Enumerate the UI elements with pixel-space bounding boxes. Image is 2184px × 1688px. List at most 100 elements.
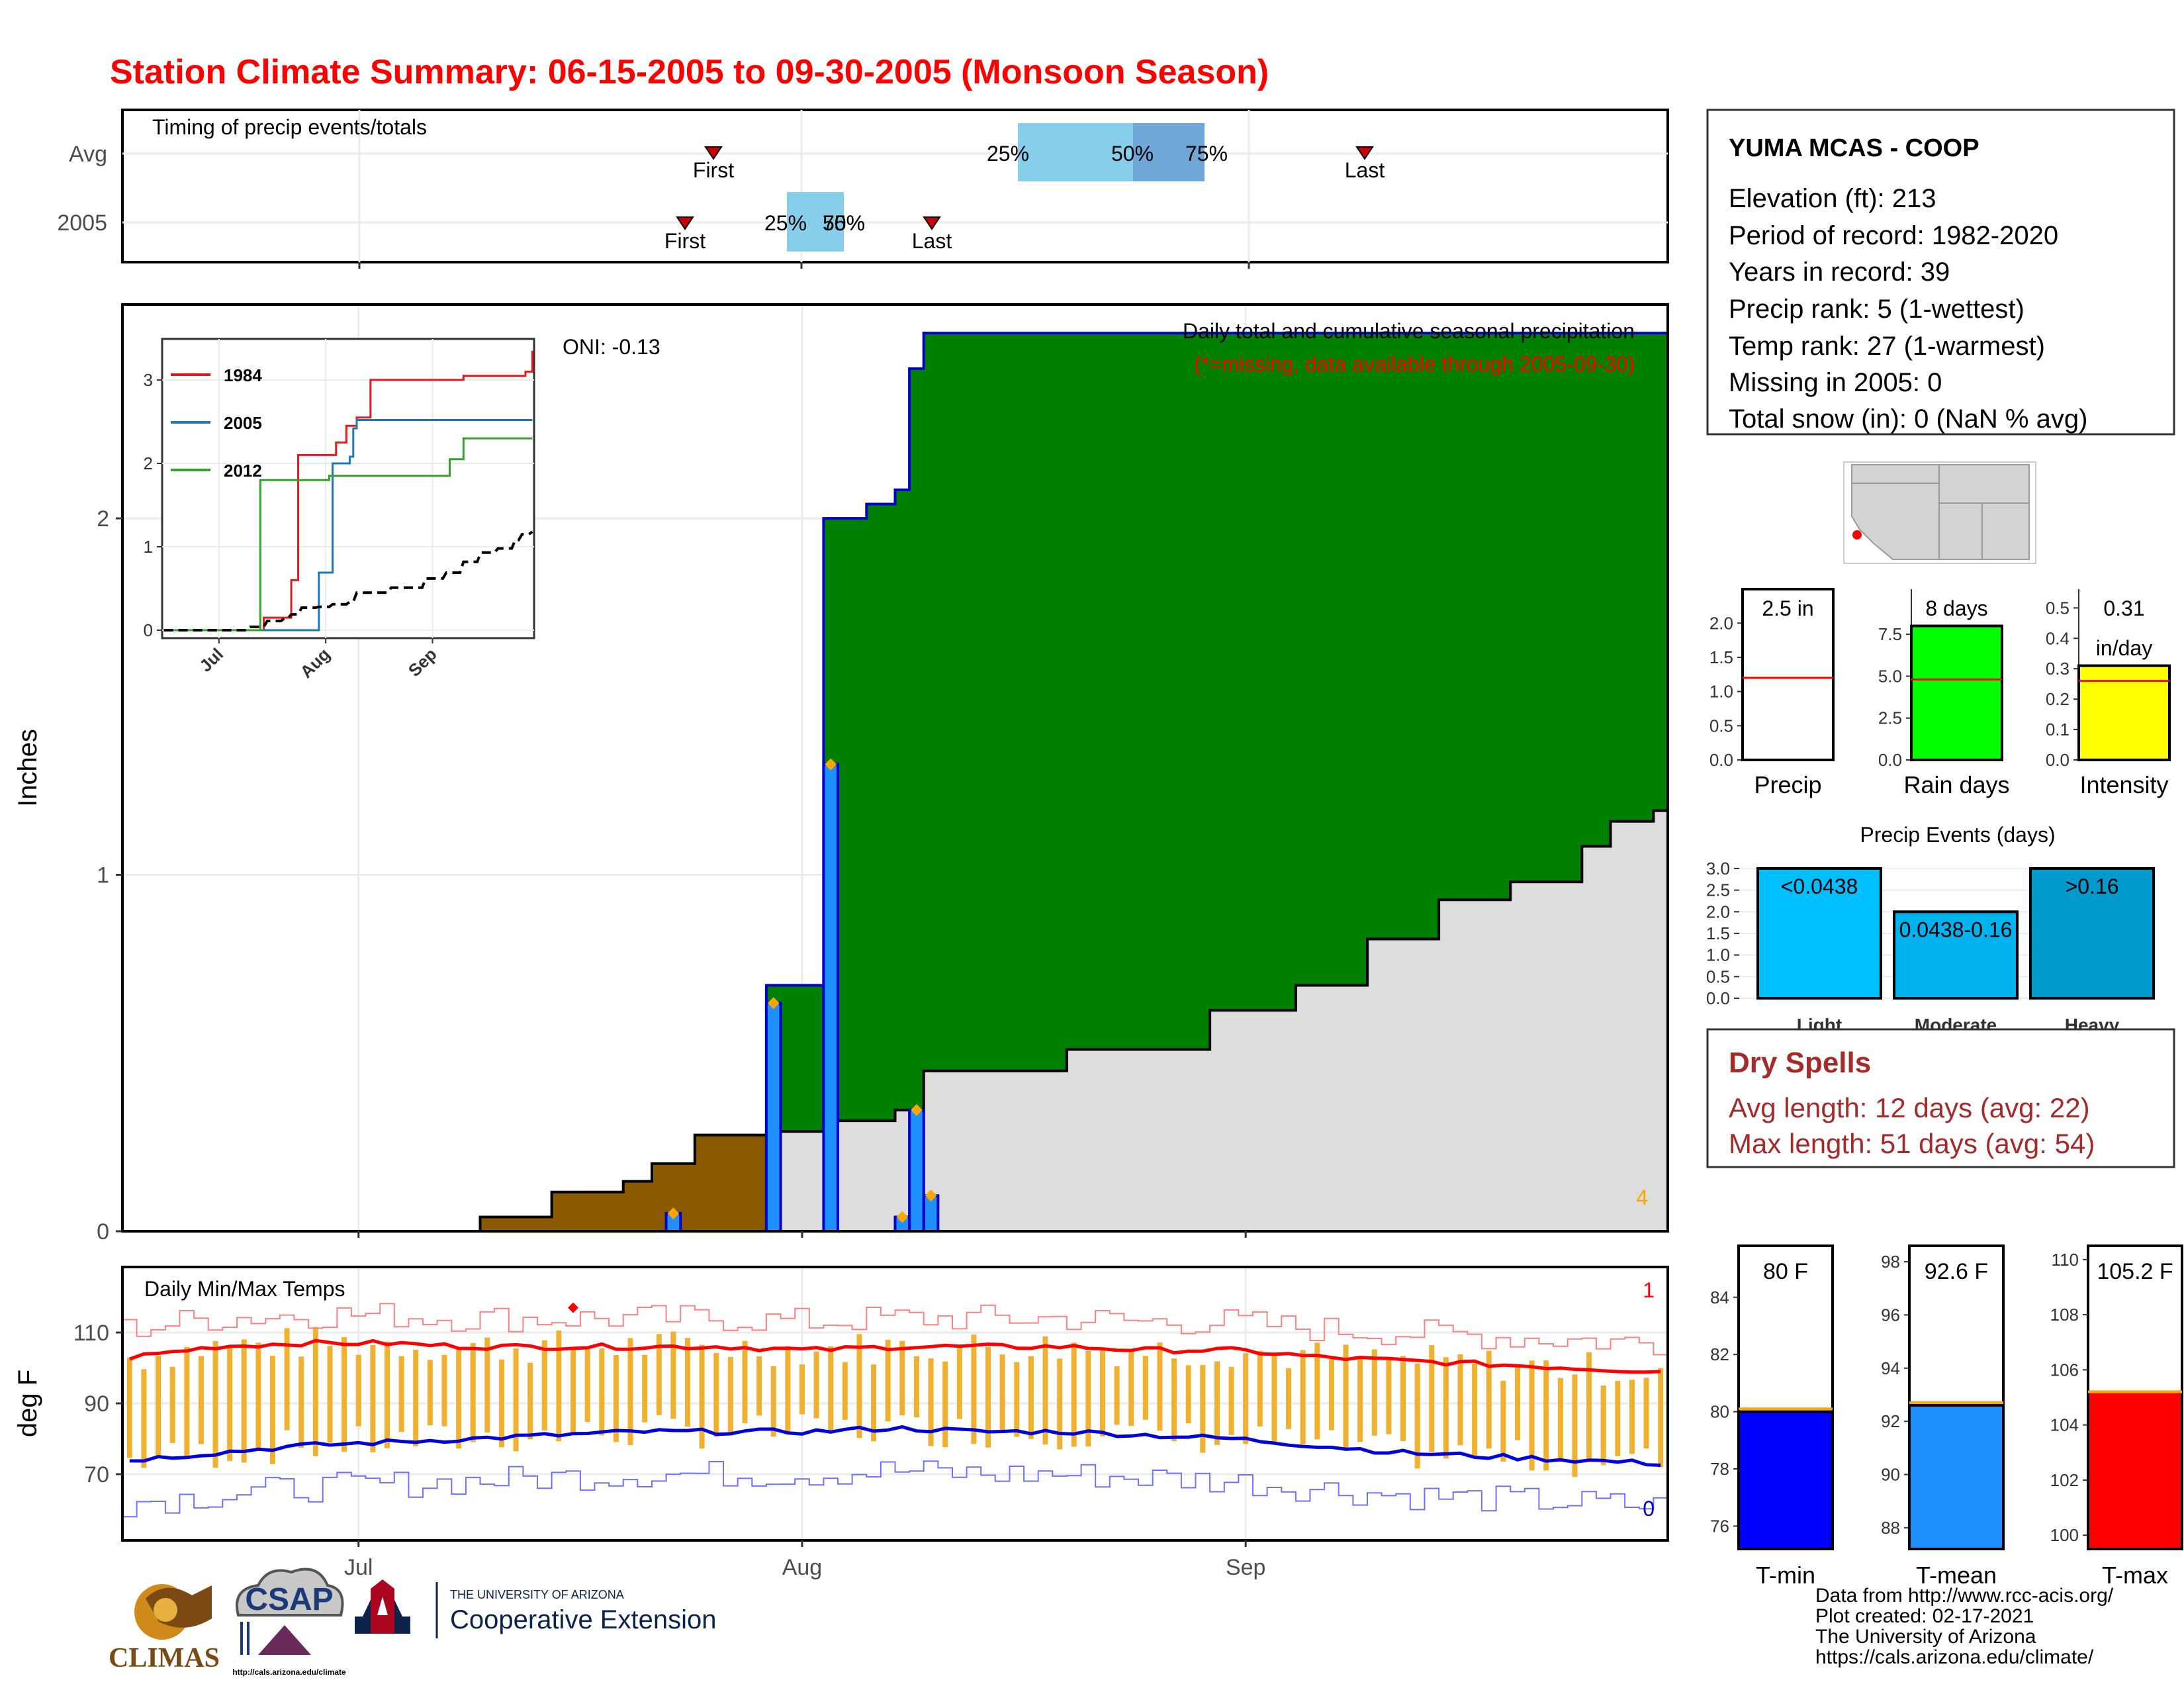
precip-subtitle: Daily total and cumulative seasonal prec… — [1183, 319, 1635, 343]
summary-tick-label: 1.0 — [1709, 682, 1733, 702]
precip-subtitle-missing: (*=missing, data available through 2005-… — [1194, 352, 1635, 376]
surplus-segment — [1410, 333, 1426, 939]
summary-tick-label: 0.2 — [2046, 689, 2070, 709]
surplus-segment — [866, 504, 882, 1121]
deficit-segment — [551, 1192, 567, 1231]
surplus-segment — [880, 504, 896, 1121]
daily-temp-range-bar — [427, 1360, 433, 1426]
station-info-box: YUMA MCAS - COOP Elevation (ft): 213 Per… — [1706, 109, 2175, 436]
daily-temp-range-bar — [241, 1339, 247, 1463]
daily-temp-range-bar — [1514, 1366, 1520, 1440]
daily-temp-range-bar — [312, 1327, 318, 1456]
daily-temp-range-bar — [1200, 1365, 1206, 1453]
record-min-line — [122, 1460, 1668, 1518]
inset-series-1984 — [163, 350, 533, 632]
surplus-segment — [1567, 333, 1582, 882]
daily-temp-range-bar — [1472, 1364, 1478, 1458]
temp-bar-tick-label: 108 — [2050, 1305, 2079, 1325]
daily-temp-range-bar — [727, 1356, 733, 1436]
temp-bar-tick-label: 102 — [2050, 1470, 2079, 1490]
daily-temp-range-bar — [871, 1364, 877, 1442]
deficit-segment — [680, 1163, 696, 1231]
surplus-segment — [1582, 333, 1597, 847]
surplus-segment — [1109, 333, 1125, 1050]
surplus-segment — [1610, 333, 1625, 821]
temp-bar-tick-label: 84 — [1710, 1288, 1729, 1307]
temp-panel: Daily Min/Max Temps 1 0 70 90 110 deg F Ju… — [13, 1266, 1669, 1580]
surplus-segment — [1124, 333, 1139, 1050]
surplus-segment — [895, 490, 910, 1110]
daily-temp-range-bar — [1243, 1353, 1249, 1444]
station-line-7: Total snow (in): 0 (NaN % avg) — [1729, 404, 2087, 434]
station-line-4: Precip rank: 5 (1-wettest) — [1729, 295, 2025, 324]
temp-bar-label-0: 80 F — [1763, 1259, 1808, 1284]
daily-temp-range-bar — [942, 1361, 948, 1448]
daily-temp-range-bar — [1357, 1359, 1363, 1442]
daily-temp-range-bar — [513, 1348, 519, 1452]
footer-logos: CLIMAS CSAP http://cals.arizona.edu/clim… — [109, 1568, 716, 1677]
surplus-segment — [1167, 333, 1182, 1050]
temp-x-axis: Jul Aug Sep — [344, 1540, 1265, 1580]
daily-temp-range-bar — [885, 1339, 891, 1422]
temp-bar-tick-label: 94 — [1881, 1358, 1900, 1378]
inset-legend-1984: 1984 — [224, 365, 262, 385]
daily-temp-range-bar — [1500, 1380, 1506, 1462]
daily-temp-range-bar — [1042, 1336, 1048, 1445]
daily-temp-range-bar — [456, 1347, 462, 1449]
y2005-p50-label: 50% — [823, 211, 865, 235]
avg-last-label: Last — [1345, 158, 1385, 182]
temp-bar-tick-label: 80 — [1710, 1402, 1729, 1422]
daily-temp-range-bar — [1128, 1351, 1134, 1427]
record-max-line — [122, 1303, 1668, 1356]
surplus-segment — [909, 368, 925, 1110]
daily-temp-range-bar — [1185, 1365, 1191, 1424]
daily-avg-marker-4 — [910, 1103, 923, 1116]
events-tick-label: 0.0 — [1706, 988, 1730, 1008]
surplus-segment — [795, 985, 810, 1132]
temp-xtick-label-2: Sep — [1226, 1555, 1266, 1580]
daily-temp-range-bar — [298, 1356, 304, 1448]
daily-temp-range-bar — [227, 1346, 233, 1462]
dry-spells-frame — [1706, 1028, 2175, 1168]
summary-tick-label: 0.5 — [1709, 716, 1733, 735]
timing-row-2005-label: 2005 — [57, 211, 107, 236]
ua-big-text: Cooperative Extension — [450, 1605, 716, 1634]
daily-temp-range-bar — [1457, 1354, 1463, 1446]
daily-temp-range-bar — [527, 1362, 533, 1440]
precip-ytick-label-0: 0 — [97, 1219, 109, 1244]
daily-temp-range-bar — [1543, 1360, 1549, 1471]
summary-bar-name-0: Precip — [1754, 771, 1821, 798]
daily-temp-range-bar — [685, 1338, 691, 1427]
surplus-segment — [1024, 333, 1039, 1071]
daily-temp-range-bar — [441, 1354, 447, 1427]
timing-panel-label: Timing of precip events/totals — [152, 115, 427, 139]
daily-temp-range-bar — [699, 1344, 705, 1449]
daily-temp-range-bar — [813, 1351, 819, 1419]
credit-line-4: https://cals.arizona.edu/climate/ — [1815, 1646, 2094, 1668]
summary-bar-label-2: 0.31 — [2103, 596, 2144, 620]
temp-panel-label: Daily Min/Max Temps — [144, 1277, 345, 1301]
surplus-segment — [1467, 333, 1482, 900]
temp-bar-label-2: 105.2 F — [2097, 1259, 2173, 1284]
daily-temp-range-bar — [1257, 1350, 1263, 1427]
surplus-segment — [1052, 333, 1068, 1071]
daily-temp-range-bar — [284, 1328, 290, 1430]
precip-events-bars: 0.00.51.01.52.02.53.0<0.0438Light0.0438-… — [1706, 859, 2155, 1035]
surplus-segment — [1009, 333, 1024, 1071]
station-location-dot — [1852, 530, 1862, 539]
surplus-segment — [838, 518, 853, 1121]
surplus-segment — [923, 333, 938, 1071]
daily-temp-range-bar — [198, 1356, 204, 1444]
daily-temp-range-bar — [999, 1354, 1005, 1432]
surplus-segment — [1353, 333, 1368, 986]
avg-p50-label: 50% — [1111, 142, 1154, 165]
surplus-segment — [966, 333, 981, 1071]
summary-bar-name-2: Intensity — [2079, 771, 2168, 798]
daily-temp-range-bar — [541, 1340, 547, 1430]
daily-temp-range-bar — [656, 1334, 662, 1415]
daily-temp-range-bar — [126, 1357, 132, 1458]
inset-ytick-label-0: 0 — [144, 620, 153, 640]
daily-temp-range-bar — [470, 1342, 476, 1442]
summary-tick-label: 0.1 — [2046, 720, 2070, 739]
